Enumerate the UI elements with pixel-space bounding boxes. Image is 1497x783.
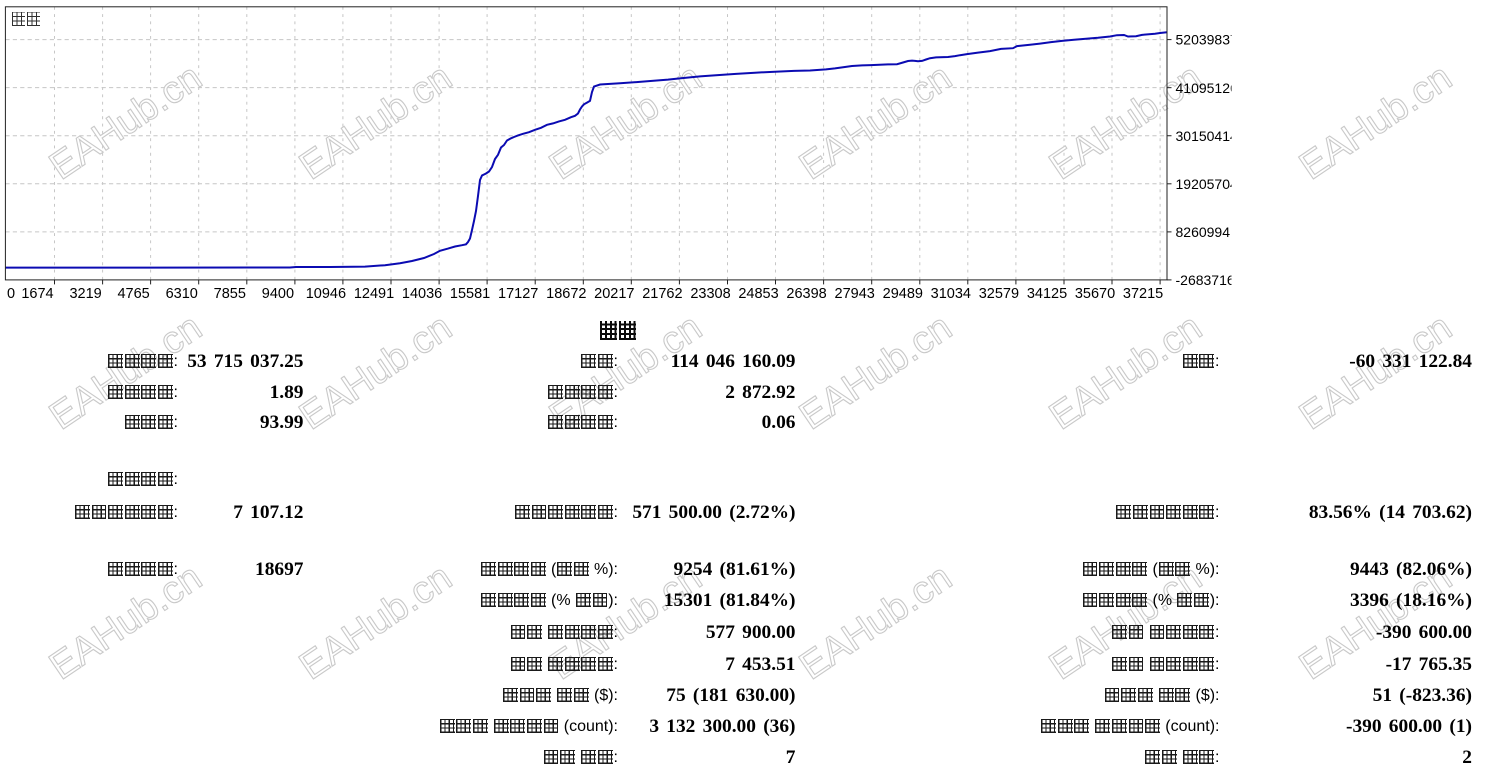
svg-text:9400: 9400 [262, 286, 294, 302]
svg-text:3219: 3219 [69, 286, 101, 302]
svg-text:4765: 4765 [117, 286, 149, 302]
svg-text:52039837: 52039837 [1176, 32, 1239, 48]
svg-text:19205704: 19205704 [1176, 176, 1239, 192]
svg-text:35670: 35670 [1075, 286, 1115, 302]
svg-text:34125: 34125 [1027, 286, 1067, 302]
svg-text:18672: 18672 [546, 286, 586, 302]
svg-text:27943: 27943 [835, 286, 875, 302]
svg-text:6310: 6310 [166, 286, 198, 302]
svg-text:31034: 31034 [931, 286, 971, 302]
svg-text:30150414: 30150414 [1176, 128, 1239, 144]
svg-text:17127: 17127 [498, 286, 538, 302]
svg-text:23308: 23308 [690, 286, 730, 302]
svg-text:7855: 7855 [214, 286, 246, 302]
svg-text:-2683716: -2683716 [1176, 272, 1235, 288]
svg-text:20217: 20217 [594, 286, 634, 302]
svg-text:32579: 32579 [979, 286, 1019, 302]
svg-text:24853: 24853 [738, 286, 778, 302]
svg-text:21762: 21762 [642, 286, 682, 302]
svg-text:15581: 15581 [450, 286, 490, 302]
svg-text:1674: 1674 [21, 286, 53, 302]
svg-text:37215: 37215 [1123, 286, 1163, 302]
svg-text:12491: 12491 [354, 286, 394, 302]
svg-text:26398: 26398 [786, 286, 826, 302]
svg-text:29489: 29489 [883, 286, 923, 302]
svg-text:41095126: 41095126 [1176, 80, 1239, 96]
svg-text:10946: 10946 [306, 286, 346, 302]
svg-text:8260994: 8260994 [1176, 224, 1231, 240]
svg-text:14036: 14036 [402, 286, 442, 302]
svg-text:0: 0 [7, 286, 15, 302]
